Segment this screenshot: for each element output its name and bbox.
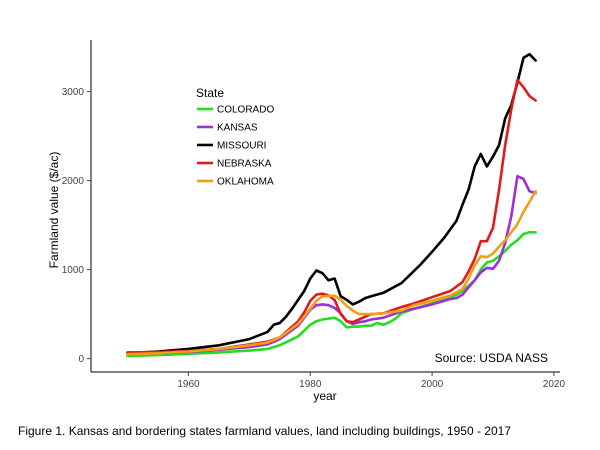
- series-lines: [126, 52, 537, 358]
- series-line-kansas: [126, 174, 537, 356]
- legend-title: State: [196, 86, 224, 100]
- legend-label-kansas: KANSAS: [217, 123, 258, 134]
- legend-label-missouri: MISSOURI: [217, 141, 266, 152]
- y-axis-ticks: 0 1000 2000 3000: [62, 87, 91, 365]
- y-axis-title: Farmland value ($/ac): [47, 152, 61, 269]
- y-tick-label: 2000: [62, 176, 85, 187]
- y-tick-label: 3000: [62, 87, 85, 98]
- series-line-nebraska: [126, 78, 537, 354]
- series-line-colorado: [126, 231, 537, 358]
- x-tick-label: 2020: [543, 379, 566, 390]
- y-tick-label: 0: [78, 354, 84, 365]
- legend-label-nebraska: NEBRASKA: [217, 159, 272, 170]
- series-line-missouri: [126, 52, 537, 355]
- legend-label-oklahoma: OKLAHOMA: [217, 177, 274, 188]
- x-tick-label: 1960: [177, 379, 200, 390]
- x-axis-ticks: 1960 1980 2000 2020: [177, 372, 565, 390]
- y-tick-label: 1000: [62, 265, 85, 276]
- x-tick-label: 2000: [421, 379, 444, 390]
- legend-label-colorado: COLORADO: [217, 105, 274, 116]
- figure-caption: Figure 1. Kansas and bordering states fa…: [18, 424, 511, 438]
- x-axis-title: year: [313, 389, 336, 403]
- legend: State COLORADO KANSAS MISSOURI NEBRASKA OKLA…: [196, 86, 274, 188]
- series-line-oklahoma: [126, 190, 537, 356]
- source-annotation: Source: USDA NASS: [435, 351, 548, 365]
- x-tick-label: 1980: [299, 379, 322, 390]
